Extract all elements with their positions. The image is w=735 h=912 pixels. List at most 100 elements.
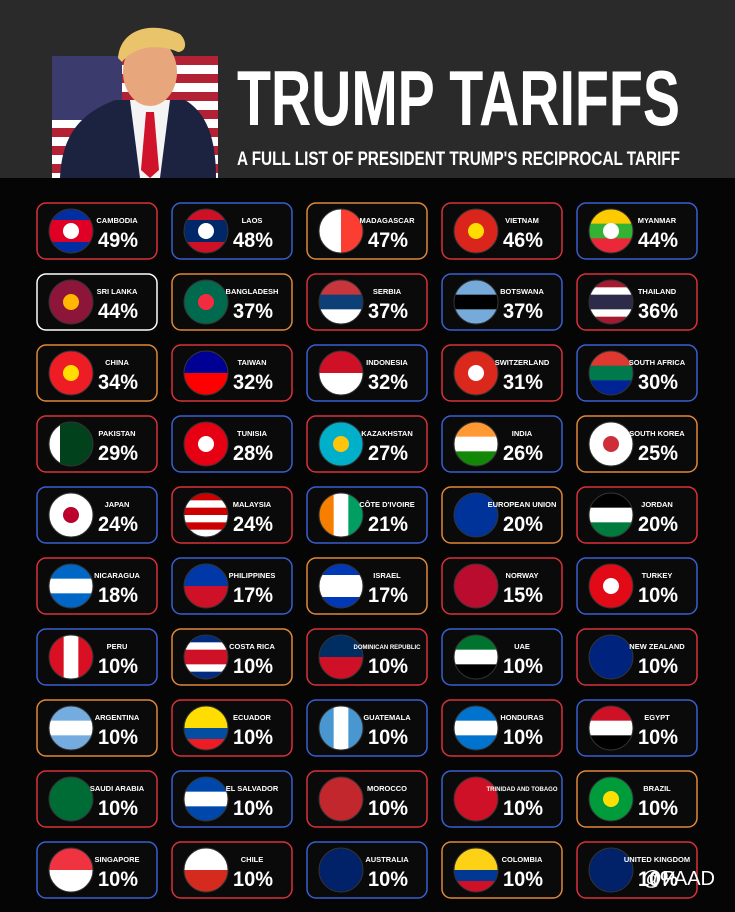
flag-stripe [184, 586, 228, 608]
flag [49, 280, 93, 324]
country-name: AUSTRALIA [365, 855, 409, 864]
flag [589, 635, 633, 679]
flag-rim [588, 350, 634, 396]
flag-stripe [49, 870, 93, 892]
flag-rim [588, 705, 634, 751]
country-card: MYANMAR 44% [576, 202, 698, 260]
flag-rim [48, 705, 94, 751]
flag-stripe [184, 242, 228, 253]
flag-rim [588, 634, 634, 680]
flag [589, 280, 633, 324]
flag-stripe [49, 706, 93, 722]
flag-stripe [184, 728, 228, 740]
country-name: MYANMAR [638, 216, 677, 225]
flag-stripe [319, 777, 363, 821]
flag-stripe [589, 316, 633, 324]
tariff-rate: 10% [233, 726, 273, 749]
flag-stripe [319, 209, 342, 253]
flag-stripe [319, 597, 363, 608]
flag-rim [48, 563, 94, 609]
flag-stripe [319, 706, 335, 750]
flag [319, 422, 363, 466]
country-card: DOMINICAN REPUBLIC 10% [306, 628, 428, 686]
flag-stripe [49, 578, 93, 594]
flag-stripe [49, 242, 93, 253]
flag-stripe [589, 720, 633, 736]
flag-stripe [589, 287, 633, 296]
tariff-rate: 37% [233, 300, 273, 323]
flag-emblem [603, 436, 619, 452]
country-card: INDIA 26% [441, 415, 563, 473]
tariff-rate: 18% [98, 584, 138, 607]
tariff-rate: 17% [233, 584, 273, 607]
flag [49, 848, 93, 892]
flag-emblem [198, 294, 214, 310]
flag-stripe [589, 302, 633, 310]
flag-stripe [333, 493, 349, 537]
flag-rim [453, 421, 499, 467]
flag-stripe [319, 493, 335, 537]
country-name: EUROPEAN UNION [488, 500, 557, 509]
country-card: ARGENTINA 10% [36, 699, 158, 757]
flag-rim [183, 705, 229, 751]
country-name: PERU [107, 642, 128, 651]
tariff-rate: 24% [98, 513, 138, 536]
country-name: NICARAGUA [94, 571, 140, 580]
flag [454, 422, 498, 466]
flag [319, 635, 363, 679]
tariff-rate: 31% [503, 371, 543, 394]
flag-stripe [319, 373, 363, 395]
country-card: SOUTH AFRICA 30% [576, 344, 698, 402]
country-card: ECUADOR 10% [171, 699, 293, 757]
flag [49, 635, 93, 679]
flag [454, 706, 498, 750]
flag-stripe [454, 635, 498, 651]
country-name: INDONESIA [366, 358, 408, 367]
flag-stripe [348, 706, 363, 750]
country-name: ECUADOR [233, 713, 272, 722]
flag-stripe [589, 848, 633, 892]
flag [184, 209, 228, 253]
flag-stripe [589, 522, 633, 537]
flag-stripe [454, 720, 498, 736]
flag-stripe [71, 422, 83, 466]
country-card: BRAZIL 10% [576, 770, 698, 828]
flag [454, 848, 498, 892]
country-card: JORDAN 20% [576, 486, 698, 544]
country-card: THAILAND 36% [576, 273, 698, 331]
country-card: HONDURAS 10% [441, 699, 563, 757]
flag-stripe [184, 870, 228, 892]
country-name: EGYPT [644, 713, 670, 722]
flag [589, 777, 633, 821]
country-card: CÔTE D'IVOIRE 21% [306, 486, 428, 544]
country-name: NEW ZEALAND [629, 642, 685, 651]
flag-rim [183, 563, 229, 609]
tariff-rate: 10% [98, 868, 138, 891]
tariff-rate: 30% [638, 371, 678, 394]
flag [49, 777, 93, 821]
flag-stripe [454, 493, 498, 537]
tariff-rate: 25% [638, 442, 678, 465]
tariff-rate: 37% [503, 300, 543, 323]
flag-stripe [454, 859, 498, 871]
flag-stripe [454, 870, 498, 882]
flag-stripe [454, 706, 498, 722]
flag-emblem [333, 436, 349, 452]
flag-stripe [454, 436, 498, 452]
flag-emblem [468, 223, 484, 239]
flag [319, 848, 363, 892]
country-name: UAE [514, 642, 530, 651]
tariff-rate: 27% [368, 442, 408, 465]
tariff-rate: 49% [98, 229, 138, 252]
flag-stripe [319, 294, 363, 310]
flag-stripe [184, 515, 228, 523]
flag [184, 280, 228, 324]
country-name: MALAYSIA [233, 500, 272, 509]
tariff-rate: 10% [98, 726, 138, 749]
flag-stripe [454, 294, 498, 310]
flag-stripe [341, 209, 363, 253]
portrait [60, 27, 216, 178]
flag-stripe [60, 422, 72, 466]
country-card: UAE 10% [441, 628, 563, 686]
flag-rim [453, 563, 499, 609]
